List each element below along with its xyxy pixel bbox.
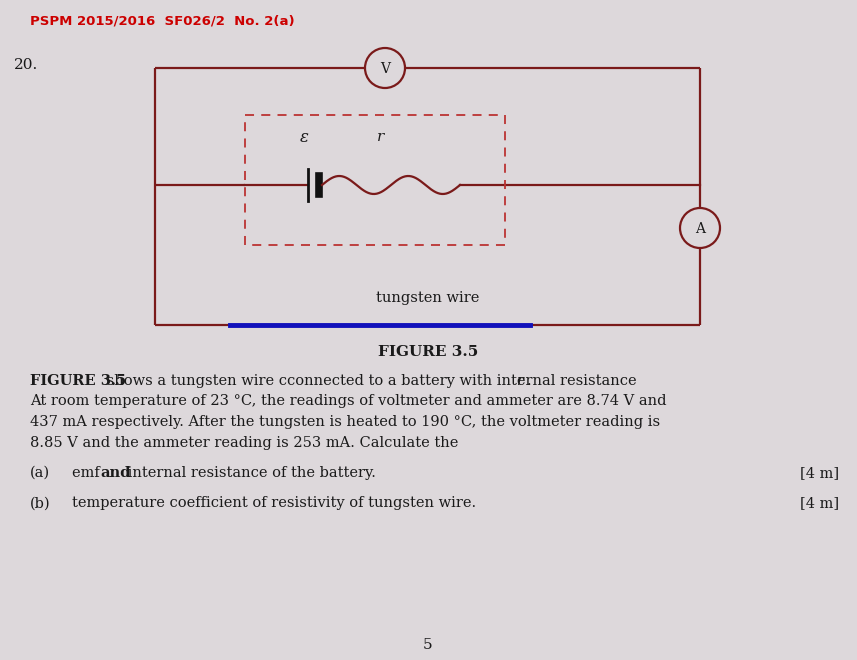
Text: PSPM 2015/2016  SF026/2  No. 2(a): PSPM 2015/2016 SF026/2 No. 2(a) — [30, 14, 295, 27]
Text: 20.: 20. — [14, 58, 39, 72]
Text: internal resistance of the battery.: internal resistance of the battery. — [123, 466, 376, 480]
Circle shape — [365, 48, 405, 88]
Text: [4 m]: [4 m] — [800, 496, 839, 510]
Text: V: V — [380, 62, 390, 76]
Text: (b): (b) — [30, 496, 51, 510]
Text: .: . — [527, 374, 531, 388]
Text: r: r — [377, 130, 385, 144]
Text: FIGURE 3.5: FIGURE 3.5 — [30, 374, 126, 388]
Text: A: A — [695, 222, 705, 236]
Text: emf: emf — [72, 466, 105, 480]
Text: 8.85 V and the ammeter reading is 253 mA. Calculate the: 8.85 V and the ammeter reading is 253 mA… — [30, 436, 458, 449]
Text: ε: ε — [300, 129, 309, 145]
Text: FIGURE 3.5: FIGURE 3.5 — [378, 345, 478, 359]
Text: 437 mA respectively. After the tungsten is heated to 190 °C, the voltmeter readi: 437 mA respectively. After the tungsten … — [30, 415, 660, 429]
Text: temperature coefficient of resistivity of tungsten wire.: temperature coefficient of resistivity o… — [72, 496, 476, 510]
Text: shows a tungsten wire cconnected to a battery with internal resistance: shows a tungsten wire cconnected to a ba… — [102, 374, 641, 388]
Bar — [245, 115, 505, 245]
Text: [4 m]: [4 m] — [800, 466, 839, 480]
Text: At room temperature of 23 °C, the readings of voltmeter and ammeter are 8.74 V a: At room temperature of 23 °C, the readin… — [30, 395, 667, 409]
Circle shape — [680, 208, 720, 248]
Text: 5: 5 — [423, 638, 433, 652]
Text: tungsten wire: tungsten wire — [376, 291, 479, 305]
Text: and: and — [100, 466, 130, 480]
Text: (a): (a) — [30, 466, 50, 480]
Text: r: r — [517, 374, 524, 388]
